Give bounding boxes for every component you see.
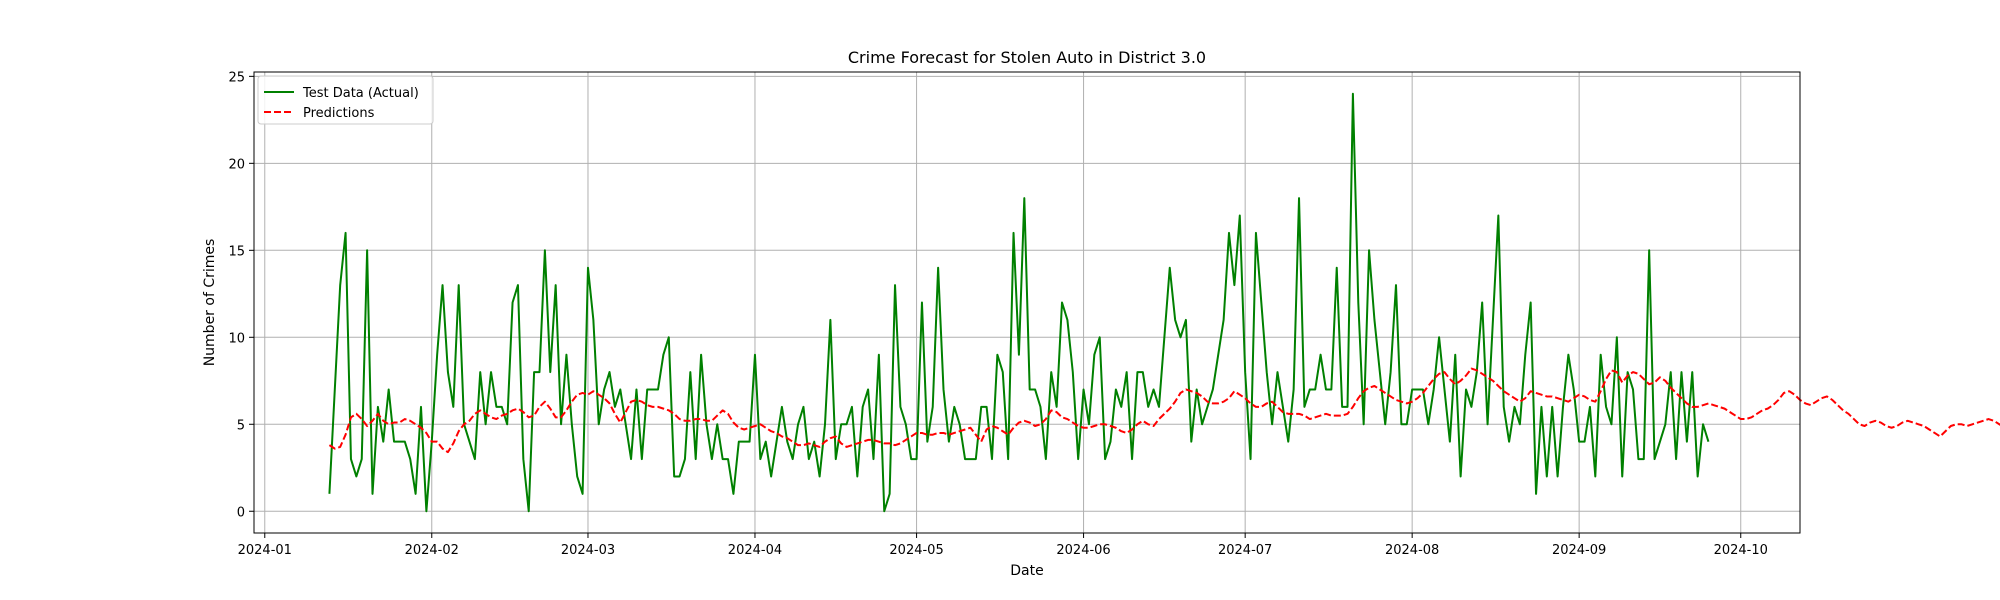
y-tick-label: 10 [228, 331, 245, 346]
x-tick-label: 2024-02 [405, 543, 459, 558]
series-line-predictions [328, 367, 2000, 454]
y-tick-label: 0 [237, 505, 245, 520]
x-tick-label: 2024-07 [1218, 543, 1272, 558]
x-axis: 2024-01 2024-02 2024-03 2024-04 2024-05 2024-… [238, 533, 1768, 558]
x-tick-label: 2024-01 [238, 543, 292, 558]
legend: Test Data (Actual) Predictions [257, 75, 434, 125]
legend-box [257, 75, 434, 125]
legend-entry-predictions: Predictions [303, 106, 375, 121]
x-tick-label: 2024-03 [561, 543, 615, 558]
y-axis-label: Number of Crimes [202, 239, 218, 367]
x-tick-label: 2024-09 [1552, 543, 1606, 558]
y-tick-label: 25 [228, 70, 245, 85]
x-tick-label: 2024-10 [1714, 543, 1768, 558]
legend-entry-actual: Test Data (Actual) [302, 86, 419, 101]
x-tick-label: 2024-08 [1385, 543, 1439, 558]
x-axis-label: Date [1010, 563, 1043, 579]
chart-title: Crime Forecast for Stolen Auto in Distri… [848, 48, 1206, 67]
x-tick-label: 2024-04 [728, 543, 782, 558]
y-tick-label: 5 [237, 418, 245, 433]
series-layer [328, 92, 2000, 513]
x-tick-label: 2024-05 [889, 543, 943, 558]
y-tick-label: 15 [228, 244, 245, 259]
plot-frame [253, 71, 1801, 534]
x-tick-label: 2024-06 [1056, 543, 1110, 558]
y-tick-label: 20 [228, 157, 245, 172]
y-axis: 0 5 10 15 20 25 [228, 70, 254, 520]
grid [254, 72, 1800, 533]
series-line-actual [328, 92, 1710, 513]
